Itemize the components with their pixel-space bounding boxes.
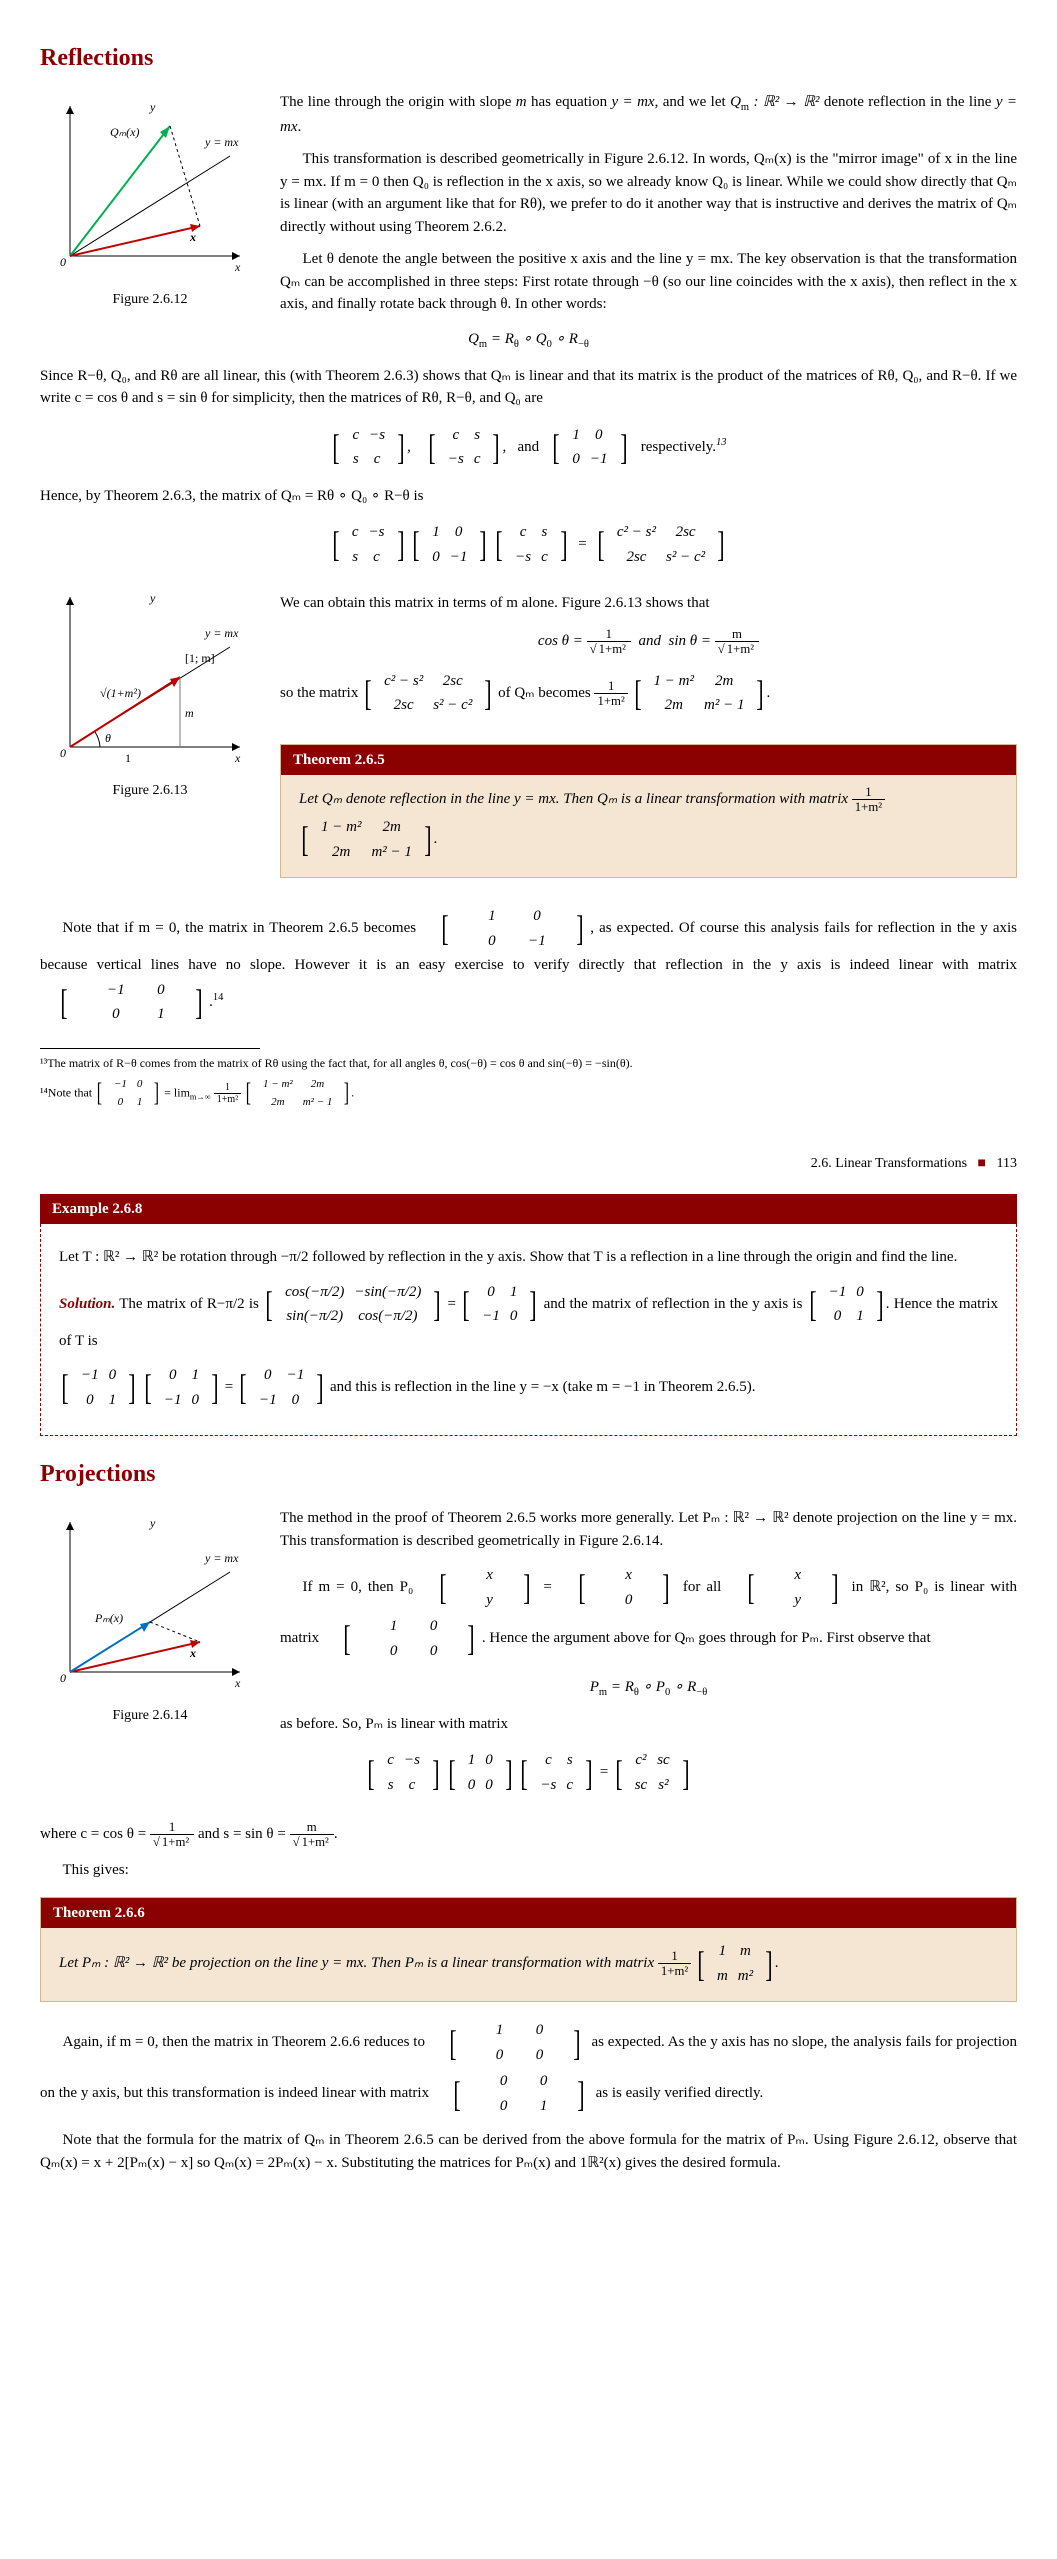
proj-p6a: Again, if m = 0, then the matrix in Theo… <box>63 2034 425 2050</box>
and-text: and <box>517 438 539 454</box>
proj-p7: Note that the formula for the matrix of … <box>40 2129 1017 2174</box>
sol-label: Solution. <box>59 1296 115 1312</box>
footnote-rule <box>40 1048 260 1049</box>
example-sol2: [−1001] [01−10] = [0−1−10] and this is r… <box>59 1362 998 1413</box>
theorem-2-6-5: Theorem 2.6.5 Let Qₘ denote reflection i… <box>280 744 1017 879</box>
proj-p4a: where c = cos θ = <box>40 1826 146 1842</box>
svg-text:x: x <box>189 230 196 244</box>
svg-text:√(1+m²): √(1+m²) <box>100 686 141 700</box>
figure-svg-2-6-12: 0 y x y = mx Qₘ(x) x <box>50 96 250 276</box>
example-title: Example 2.6.8 <box>40 1194 1017 1225</box>
theorem-body-266: Let Pₘ : ℝ² → ℝ² be projection on the li… <box>59 1938 998 1989</box>
proj-p2b: for all <box>683 1579 721 1595</box>
fig-caption-3: Figure 2.6.14 <box>40 1705 260 1726</box>
svg-text:y = mx: y = mx <box>204 626 239 640</box>
example-q: Let T : ℝ² → ℝ² be rotation through −π/2… <box>59 1246 998 1269</box>
proj-p6: Again, if m = 0, then the matrix in Theo… <box>40 2017 1017 2119</box>
figure-2-6-12: 0 y x y = mx Qₘ(x) x Figure 2.6.12 <box>40 96 260 310</box>
theorem-2-6-6: Theorem 2.6.6 Let Pₘ : ℝ² → ℝ² be projec… <box>40 1897 1017 2003</box>
svg-text:m: m <box>185 706 194 720</box>
proj-p4: where c = cos θ = 11+m² and s = sin θ = … <box>40 1820 1017 1849</box>
svg-text:y: y <box>149 100 156 114</box>
proj-p4b: and s = sin θ = <box>198 1826 286 1842</box>
example-2-6-8: Example 2.6.8 Let T : ℝ² → ℝ² be rotatio… <box>40 1194 1017 1437</box>
proj-p2d: . Hence the argument above for Qₘ goes t… <box>482 1630 931 1646</box>
section-reflections: Reflections <box>40 40 1017 76</box>
theorem-body: Let Qₘ denote reflection in the line y =… <box>299 785 998 865</box>
proj-eq2: [c−ssc] [1000] [cs−sc] = [c²scscs²] <box>40 1747 1017 1798</box>
figure-svg-2-6-14: 0 y x y = mx Pₘ(x) x <box>50 1512 250 1692</box>
fig-caption-2: Figure 2.6.13 <box>40 780 260 801</box>
proj-p2a: If m = 0, then P₀ <box>303 1579 414 1595</box>
figure-2-6-13: 0 y x y = mx √(1+m²) m θ 1 [1; m] Figure… <box>40 587 260 801</box>
footnote-13: ¹³The matrix of R−θ comes from the matri… <box>40 1054 1017 1072</box>
theorem-title-266: Theorem 2.6.6 <box>41 1898 1016 1929</box>
svg-text:y = mx: y = mx <box>204 1551 239 1565</box>
svg-text:x: x <box>189 1646 196 1660</box>
para-8: Note that if m = 0, the matrix in Theore… <box>40 903 1017 1028</box>
proj-p5: This gives: <box>40 1859 1017 1882</box>
fn14-text: ¹⁴Note that <box>40 1085 92 1099</box>
svg-text:Pₘ(x): Pₘ(x) <box>94 1611 123 1625</box>
svg-text:x: x <box>234 260 241 274</box>
section-projections: Projections <box>40 1456 1017 1492</box>
svg-text:y: y <box>149 1516 156 1530</box>
svg-text:x: x <box>234 1676 241 1690</box>
svg-text:0: 0 <box>60 255 66 269</box>
para-7a: so the matrix <box>280 684 358 700</box>
svg-text:1: 1 <box>125 751 131 765</box>
svg-text:Qₘ(x): Qₘ(x) <box>110 125 139 139</box>
sol-b: and the matrix of reflection in the y ax… <box>544 1296 803 1312</box>
para-7b: of Qₘ becomes <box>498 684 591 700</box>
svg-text:y: y <box>149 591 156 605</box>
proj-p6c: as is easily verified directly. <box>596 2085 764 2101</box>
example-sol: Solution. The matrix of R−π/2 is [cos(−π… <box>59 1279 998 1353</box>
eq-three-matrices: [c−ssc], [cs−sc], and [100−1] respective… <box>40 422 1017 473</box>
fig-caption-1: Figure 2.6.12 <box>40 289 260 310</box>
sol-a: The matrix of R−π/2 is <box>119 1296 259 1312</box>
thm-body-text: Let Qₘ denote reflection in the line y =… <box>299 791 848 807</box>
svg-text:y = mx: y = mx <box>204 135 239 149</box>
page-header: 2.6. Linear Transformations ■ 113 <box>40 1153 1017 1174</box>
page-number: 113 <box>997 1156 1017 1171</box>
theorem-title: Theorem 2.6.5 <box>281 745 1016 776</box>
resp-text: respectively. <box>641 438 716 454</box>
figure-2-6-14: 0 y x y = mx Pₘ(x) x Figure 2.6.14 <box>40 1512 260 1726</box>
figure-svg-2-6-13: 0 y x y = mx √(1+m²) m θ 1 [1; m] <box>50 587 250 767</box>
para-6-text: We can obtain this matrix in terms of m … <box>280 595 710 611</box>
svg-text:0: 0 <box>60 746 66 760</box>
eq-matrix-product: [c−ssc] [100−1] [cs−sc] = [c² − s²2sc2sc… <box>40 519 1017 570</box>
sol-d: and this is reflection in the line y = −… <box>330 1379 756 1395</box>
svg-text:[1; m]: [1; m] <box>185 651 215 665</box>
page-section: 2.6. Linear Transformations <box>811 1156 967 1171</box>
para-4: Since R−θ, Q₀, and Rθ are all linear, th… <box>40 365 1017 410</box>
p8a: Note that if m = 0, the matrix in Theore… <box>63 920 417 936</box>
svg-text:x: x <box>234 751 241 765</box>
svg-text:θ: θ <box>105 731 111 745</box>
example-body: Let T : ℝ² → ℝ² be rotation through −π/2… <box>40 1224 1017 1436</box>
thm266-body-text: Let Pₘ : ℝ² → ℝ² be projection on the li… <box>59 1955 654 1971</box>
para-5: Hence, by Theorem 2.6.3, the matrix of Q… <box>40 485 1017 508</box>
eq-composition: Qm = Rθ ∘ Q0 ∘ R−θ <box>40 328 1017 353</box>
footnote-14: ¹⁴Note that [−1001] = limm→∞ 11+m² [1 − … <box>40 1074 1017 1113</box>
svg-text:0: 0 <box>60 1671 66 1685</box>
